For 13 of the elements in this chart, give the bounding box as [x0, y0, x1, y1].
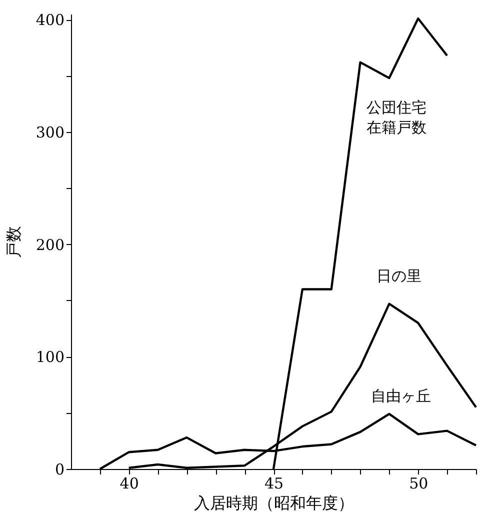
y-tick-label: 0	[54, 460, 64, 478]
x-tick-label: 40	[120, 474, 139, 492]
x-tick-label: 45	[264, 474, 284, 492]
y-tick-label: 300	[36, 123, 64, 142]
y-tick-label: 200	[36, 236, 64, 254]
y-tick-label: 100	[36, 348, 64, 366]
y-axis-title: 戸数	[4, 226, 23, 258]
series-label: 自由ヶ丘	[371, 386, 432, 405]
y-tick-label: 400	[36, 11, 64, 30]
series-label: 日の里	[376, 266, 422, 285]
series-label: 公団住宅在籍戸数	[366, 98, 426, 136]
x-tick-label: 50	[409, 474, 428, 492]
x-axis-title: 入居時期（昭和年度）	[194, 494, 354, 512]
